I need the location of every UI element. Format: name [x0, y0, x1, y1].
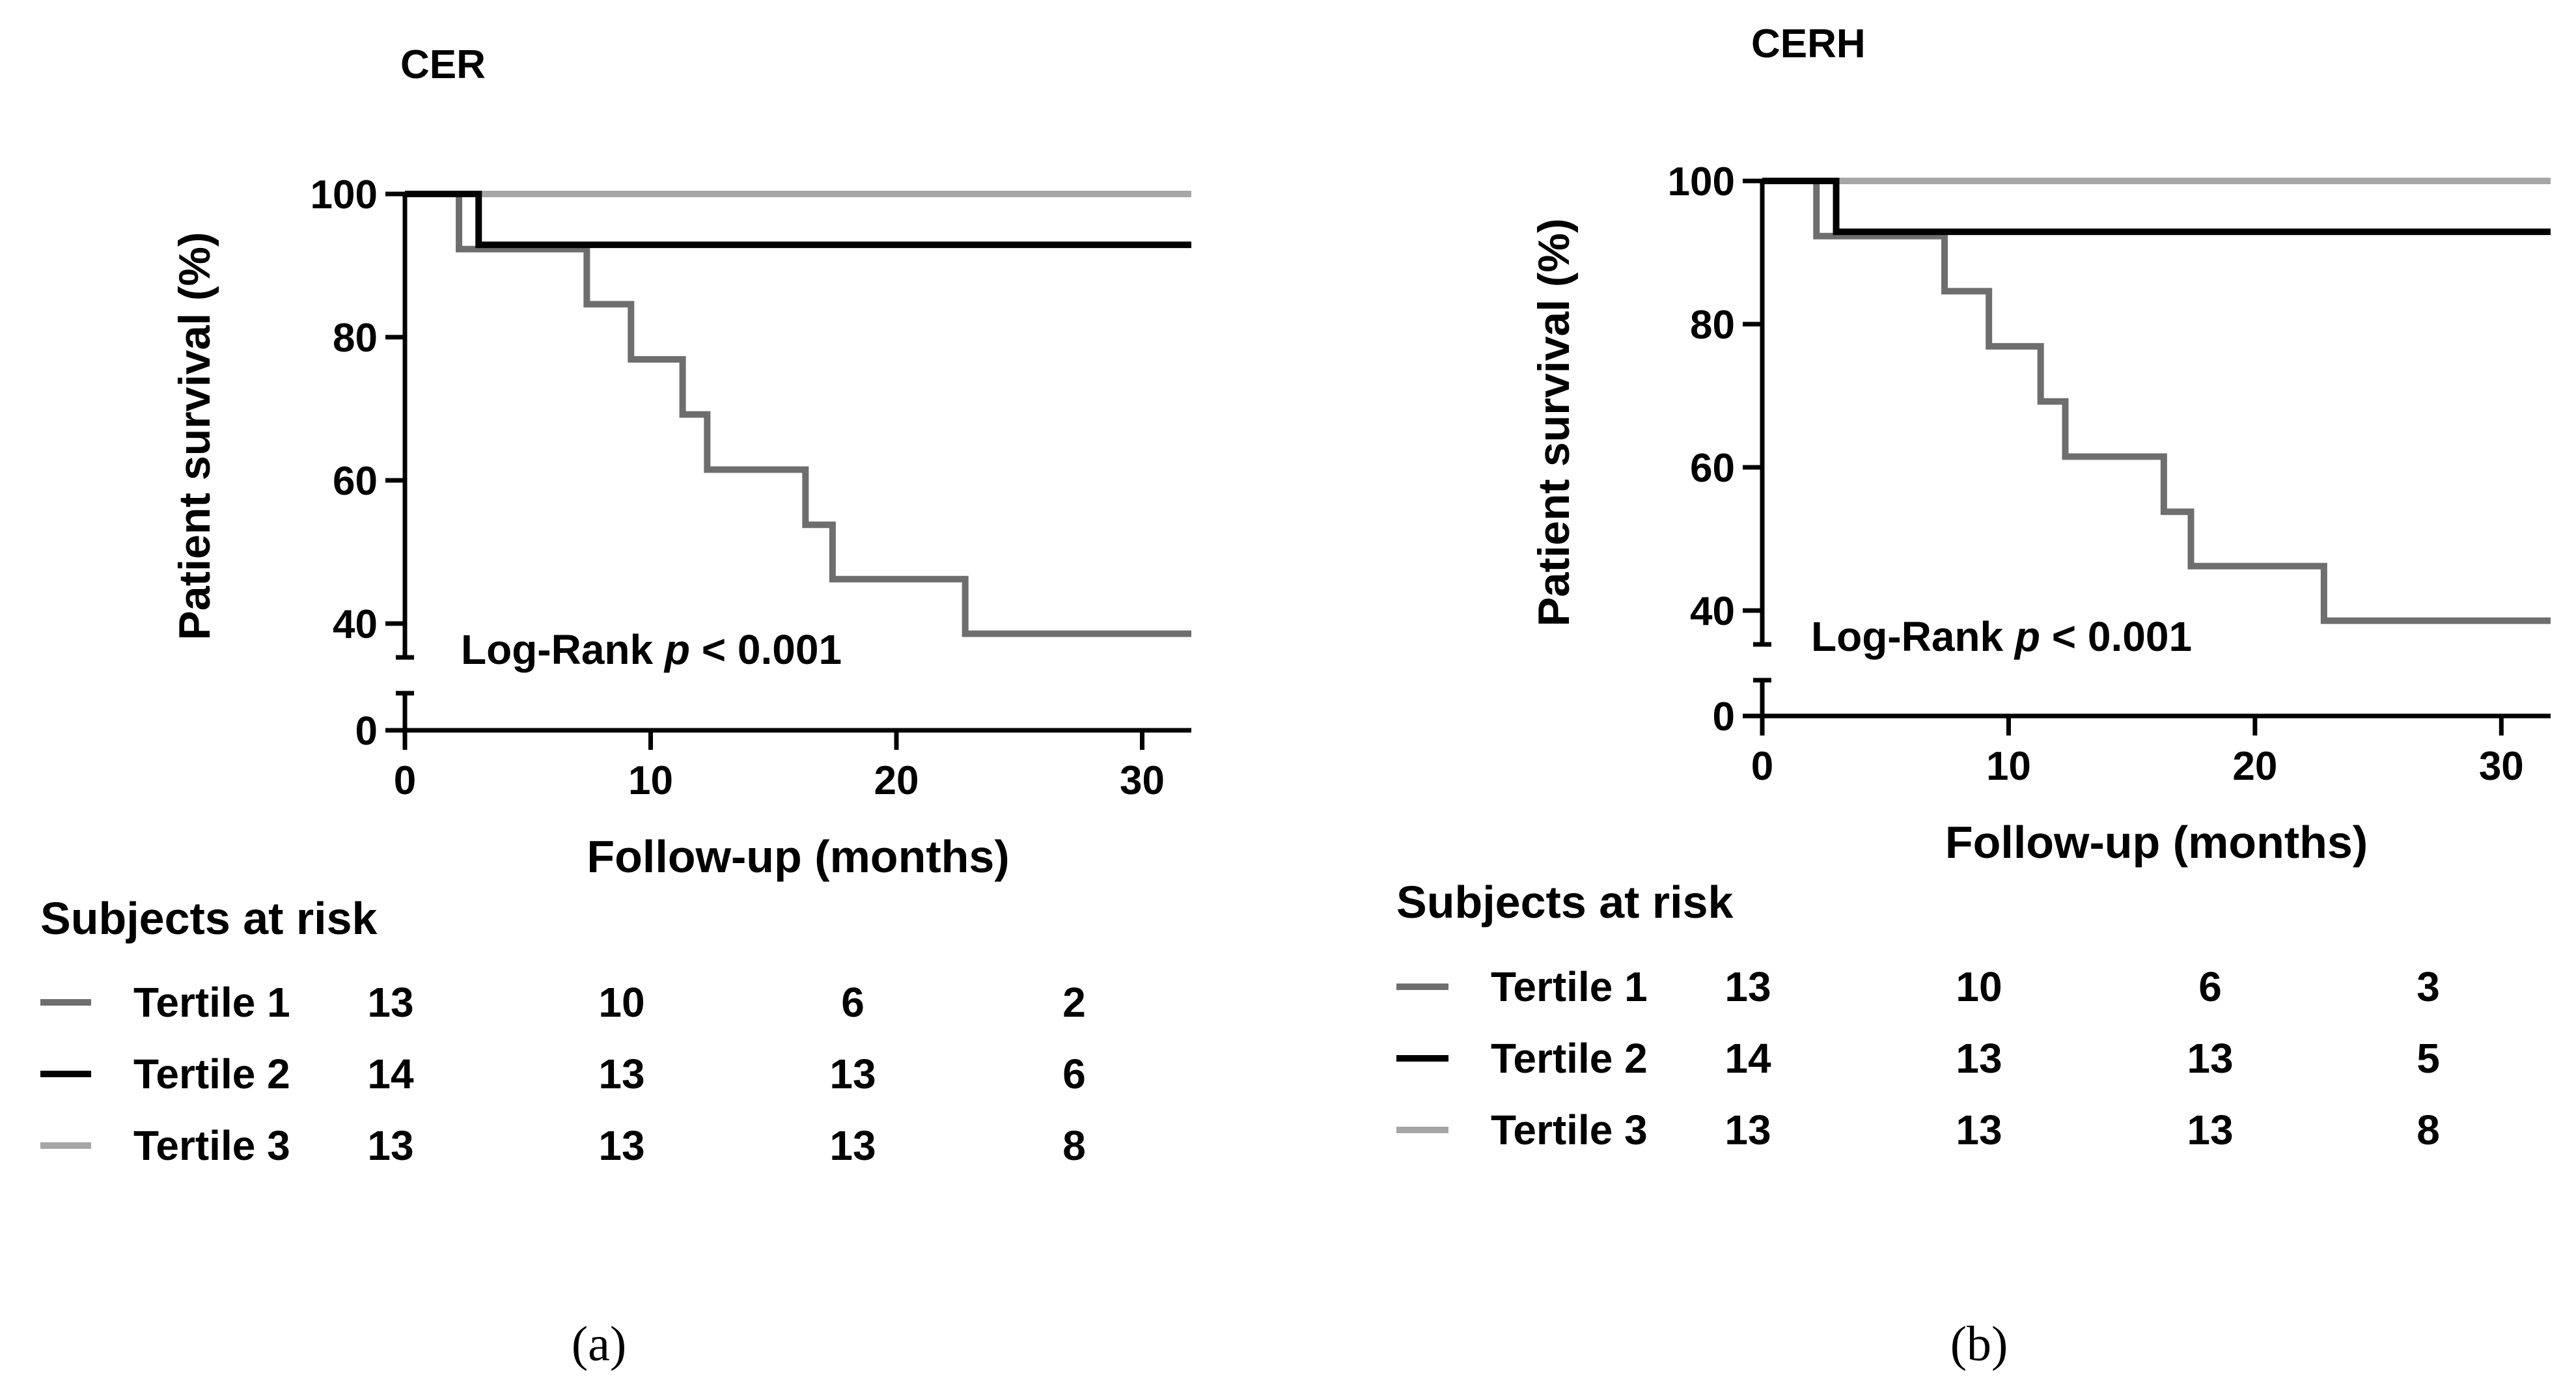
y-tick-label: 40	[333, 602, 378, 647]
chart-title: CERH	[1751, 21, 1866, 66]
risk-value: 13	[598, 1122, 644, 1169]
risk-value: 6	[841, 979, 865, 1026]
x-tick-label: 0	[394, 758, 416, 803]
log-rank-annotation: Log-Rank p < 0.001	[461, 626, 842, 673]
risk-table-title: Subjects at risk	[40, 893, 378, 944]
risk-value: 13	[1724, 1107, 1771, 1153]
y-tick-label: 80	[1690, 303, 1735, 348]
risk-value: 13	[1724, 963, 1771, 1010]
x-tick-label: 10	[628, 758, 673, 803]
risk-value: 13	[829, 1122, 876, 1169]
risk-row-label: Tertile 1	[133, 979, 290, 1026]
risk-row-label: Tertile 2	[133, 1051, 290, 1097]
y-tick-label: 40	[1690, 589, 1735, 634]
risk-row-label: Tertile 3	[1491, 1107, 1648, 1153]
panel-caption: (b)	[1950, 1317, 2008, 1371]
y-tick-label: 60	[1690, 446, 1735, 491]
y-tick-label: 0	[1713, 694, 1735, 739]
risk-value: 13	[598, 1051, 644, 1097]
risk-value: 5	[2417, 1035, 2440, 1082]
x-tick-label: 0	[1751, 744, 1773, 789]
risk-value: 14	[1724, 1035, 1771, 1082]
chart-panel-a: CER 0 40 60 80 100 0 10 20 30 Follow-up (months) Pa…	[40, 42, 1191, 1371]
y-tick-label: 80	[333, 316, 378, 361]
y-tick-label: 100	[311, 172, 378, 217]
y-axis-label: Patient survival (%)	[170, 232, 219, 640]
risk-value: 10	[598, 979, 644, 1026]
risk-value: 13	[2187, 1107, 2233, 1153]
y-tick-label: 100	[1668, 159, 1735, 204]
risk-value: 2	[1062, 979, 1086, 1026]
risk-row-label: Tertile 1	[1491, 963, 1648, 1010]
log-rank-annotation: Log-Rank p < 0.001	[1811, 613, 2192, 660]
risk-value: 6	[2198, 963, 2222, 1010]
risk-value: 8	[1062, 1122, 1086, 1169]
y-tick-label: 60	[333, 459, 378, 504]
y-tick-label: 0	[355, 709, 378, 754]
panel-caption: (a)	[572, 1317, 626, 1371]
risk-value: 13	[1956, 1107, 2002, 1153]
series-line-tertile-1	[405, 191, 1191, 637]
risk-value: 3	[2417, 963, 2440, 1010]
x-tick-label: 30	[2479, 744, 2524, 789]
risk-value: 14	[367, 1051, 414, 1097]
x-tick-label: 10	[1986, 744, 2031, 789]
x-axis-label: Follow-up (months)	[1945, 817, 2368, 868]
x-axis-label: Follow-up (months)	[587, 831, 1009, 882]
risk-table-title: Subjects at risk	[1396, 877, 1734, 928]
risk-value: 13	[2187, 1035, 2233, 1082]
series-line-tertile-1	[1762, 178, 2551, 624]
x-tick-label: 30	[1120, 758, 1165, 803]
risk-row-label: Tertile 2	[1491, 1035, 1648, 1082]
series-line-tertile-2	[1762, 178, 2551, 236]
series-line-tertile-2	[405, 191, 1191, 249]
x-tick-label: 20	[2232, 744, 2277, 789]
risk-row-label: Tertile 3	[133, 1122, 290, 1169]
risk-value: 10	[1956, 963, 2002, 1010]
risk-value: 13	[367, 1122, 413, 1169]
chart-panel-b: CERH 0 40 60 80 100 0 10 20 30 Follow-up (months) P…	[1396, 21, 2551, 1371]
y-axis-label: Patient survival (%)	[1529, 218, 1579, 626]
x-tick-label: 20	[874, 758, 919, 803]
risk-value: 8	[2417, 1107, 2440, 1153]
chart-title: CER	[400, 42, 486, 87]
risk-value: 13	[1956, 1035, 2002, 1082]
risk-value: 13	[829, 1051, 876, 1097]
risk-value: 6	[1062, 1051, 1086, 1097]
risk-value: 13	[367, 979, 413, 1026]
